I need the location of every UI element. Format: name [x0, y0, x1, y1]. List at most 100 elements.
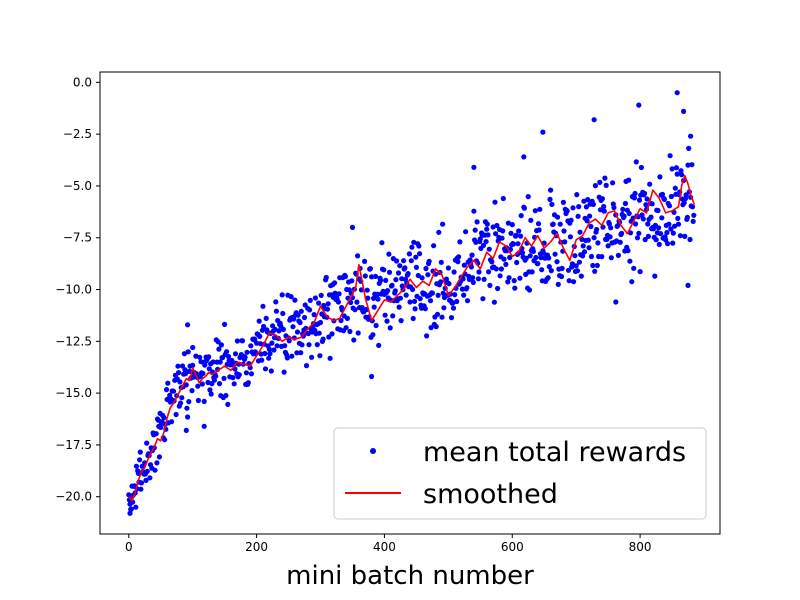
- data-point: [256, 318, 262, 324]
- data-point: [369, 274, 375, 280]
- data-point: [128, 506, 134, 512]
- data-point: [262, 350, 268, 357]
- data-point: [572, 253, 578, 259]
- data-point: [587, 213, 593, 219]
- data-point: [498, 266, 504, 272]
- data-point: [351, 337, 357, 343]
- data-point: [505, 220, 511, 226]
- data-point: [461, 262, 467, 268]
- data-point: [621, 213, 627, 219]
- data-point: [394, 258, 400, 264]
- data-point: [591, 235, 597, 241]
- data-point: [640, 216, 646, 222]
- data-point: [183, 427, 189, 433]
- data-point: [480, 296, 486, 302]
- data-point: [689, 204, 696, 210]
- data-point: [682, 233, 688, 239]
- data-point: [405, 271, 411, 277]
- data-point: [578, 273, 584, 279]
- x-axis-label: mini batch number: [286, 561, 534, 591]
- data-point: [336, 291, 342, 297]
- data-point: [318, 292, 324, 298]
- data-point: [320, 336, 326, 342]
- data-point: [535, 261, 541, 267]
- data-point: [647, 181, 653, 187]
- data-point: [601, 203, 607, 210]
- data-point: [653, 237, 659, 243]
- data-point: [595, 240, 601, 246]
- data-point: [309, 354, 315, 360]
- data-point: [373, 322, 379, 329]
- data-point: [354, 299, 360, 305]
- data-point: [190, 344, 196, 351]
- data-point: [153, 431, 159, 437]
- data-point: [558, 273, 565, 280]
- data-point: [402, 265, 408, 271]
- data-point: [221, 375, 227, 381]
- data-point: [397, 295, 403, 301]
- data-point: [597, 179, 603, 185]
- data-point: [675, 215, 681, 221]
- data-point: [185, 349, 191, 355]
- data-point: [347, 328, 353, 335]
- data-point: [684, 214, 691, 220]
- data-point: [575, 213, 581, 219]
- data-point: [639, 212, 645, 218]
- data-point: [580, 253, 586, 259]
- data-point: [485, 232, 491, 238]
- data-point: [464, 285, 470, 291]
- data-point: [510, 241, 517, 247]
- data-point: [655, 207, 661, 214]
- data-point: [244, 349, 250, 355]
- data-point: [307, 307, 313, 313]
- data-point: [691, 212, 697, 218]
- data-point: [138, 480, 145, 486]
- data-point: [448, 315, 455, 321]
- data-point: [195, 383, 201, 389]
- data-point: [144, 440, 150, 446]
- data-point: [290, 324, 296, 330]
- data-point: [396, 304, 402, 310]
- data-point: [362, 273, 368, 279]
- data-point: [590, 201, 597, 207]
- data-point: [570, 205, 576, 211]
- data-point: [137, 449, 143, 455]
- data-point: [376, 342, 382, 348]
- data-point: [644, 196, 650, 202]
- data-point: [266, 346, 272, 352]
- data-point: [503, 261, 509, 267]
- data-point: [668, 226, 674, 232]
- data-point: [417, 296, 423, 302]
- data-point: [673, 165, 680, 171]
- data-point: [325, 301, 331, 307]
- data-point: [170, 388, 177, 394]
- data-point: [316, 300, 322, 306]
- data-point: [679, 172, 685, 178]
- data-point: [147, 475, 153, 481]
- data-point: [161, 415, 167, 421]
- data-point: [383, 277, 389, 283]
- data-point: [493, 266, 499, 272]
- data-point: [316, 330, 322, 336]
- legend-marker-points: [370, 448, 376, 454]
- data-point: [179, 395, 185, 401]
- legend: mean total rewards smoothed: [333, 427, 707, 520]
- data-point: [643, 202, 649, 208]
- data-point: [424, 333, 430, 339]
- data-point: [137, 457, 143, 463]
- smoothed-line-layer: [128, 174, 696, 502]
- legend-label-points: mean total rewards: [423, 437, 686, 468]
- data-point: [670, 230, 676, 236]
- data-point: [273, 299, 279, 305]
- data-point: [568, 217, 574, 223]
- data-point: [555, 281, 561, 287]
- data-point: [425, 272, 431, 278]
- data-point: [393, 277, 399, 283]
- data-point: [450, 300, 456, 306]
- data-point: [173, 411, 179, 418]
- data-point: [666, 221, 672, 227]
- data-point: [461, 292, 467, 298]
- data-point: [499, 235, 505, 241]
- data-point: [314, 342, 320, 348]
- data-point: [626, 210, 632, 217]
